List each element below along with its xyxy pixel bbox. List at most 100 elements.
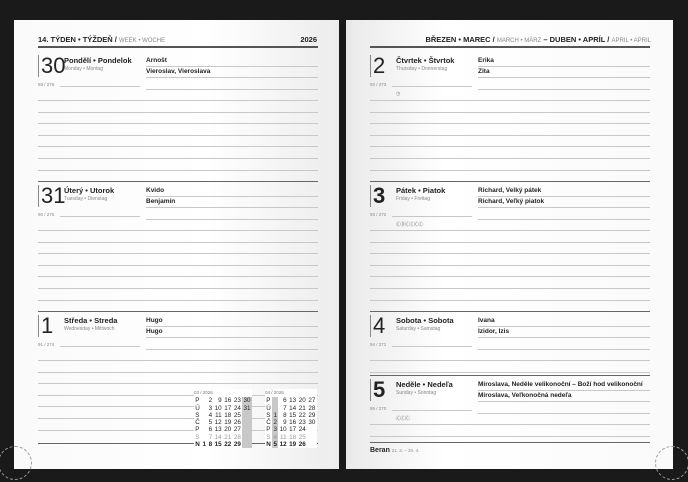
calendar-day: 17 [224,404,232,412]
calendar-day: 26 [233,419,241,427]
mini-calendar-title: 04 / 2026 [265,390,284,395]
day-separator [370,181,650,182]
day-separator [370,442,650,443]
day-block[interactable]: 4 Sobota • Sobota Saturday • Samstag 94 / 2… [370,313,650,376]
left-page: 14. TÝDEN • TÝŽDEŇ / WEEK • WOCHE 2026 3… [14,20,339,469]
calendar-day: 15 [289,411,297,419]
day-name: Pátek • Piatok [396,186,446,195]
ruled-line [392,410,472,411]
day-name-en-de: Monday • Montag [64,66,103,72]
calendar-row: Č 2 9 16 23 30 [265,419,317,427]
day-separator [38,443,318,444]
day-block[interactable]: 2 Čtvrtek • Štvrtok Thursday • Donnerstag 9… [370,53,650,182]
ruled-line [38,383,318,385]
calendar-day: 10 [214,404,222,412]
ruled-line [38,371,318,373]
calendar-day: 27 [308,397,316,405]
calendar-day: 24 [298,426,306,434]
nameday: Izidor, Izis [478,328,510,335]
day-block[interactable]: 3 Pátek • Piatok Friday • Freitag 93 / 272 Ⓒ… [370,183,650,312]
day-block[interactable]: 30 Pondělí • Pondelok Monday • Montag 89 / … [38,53,318,182]
calendar-day: 28 [233,433,241,441]
ruled-line [478,66,650,67]
nameday: Zita [478,68,490,75]
day-of-year: 90 / 275 [38,212,55,217]
calendar-day: 29 [233,441,241,449]
calendar-day: 8 [208,441,213,449]
day-number: 1 [38,315,53,337]
nameday: Vieroslav, Vieroslava [146,68,211,75]
calendar-day: 28 [308,404,316,412]
calendar-row: S 7 14 21 28 [194,433,252,442]
day-of-year: 94 / 271 [370,342,387,347]
ruled-line [370,253,650,255]
ruled-line [60,216,140,217]
nameday: Hugo [146,317,163,324]
day-number: 5 [370,379,385,401]
ruled-line [370,241,650,243]
right-page: BŘEZEN • MAREC / MARCH • MÄRZ – DUBEN • … [346,20,673,469]
ruled-line [38,134,318,136]
ruled-line [370,146,650,148]
ruled-line [38,253,318,255]
weekday-letter: S [195,411,200,419]
calendar-day: 23 [298,419,306,427]
calendar-day [307,434,317,441]
ruled-line [146,89,318,90]
calendar-day: 13 [214,426,222,434]
day-number: 3 [370,185,385,207]
day-name: Úterý • Utorok [64,186,115,195]
day-name: Pondělí • Pondelok [64,56,132,65]
calendar-day: 11 [215,411,222,419]
day-block[interactable]: 1 Středa • Streda Wednesday • Mittwoch 91 /… [38,313,318,444]
day-number: 30 [38,55,65,77]
day-number: 2 [370,55,385,77]
calendar-day: 14 [214,433,222,441]
day-name: Čtvrtek • Štvrtok [396,56,455,65]
nameday: Miroslava, Veľkonočná nedeľa [478,392,572,399]
weekday-letter: P [195,426,200,434]
calendar-day: 5 [272,441,279,449]
weekday-letter: P [195,397,200,405]
calendar-day [307,441,317,448]
mini-calendar: 03 / 2026 P 2 9 16 23 30 Ú 3 10 17 24 31 S 4 11 18 25 Č 5 12… [194,389,252,449]
calendar-day: 13 [289,397,297,405]
ruled-line [478,196,650,197]
nameday: Hugo [146,328,163,335]
calendar-day: 3 [208,404,213,412]
calendar-day: 24 [233,404,241,412]
calendar-day: 25 [233,411,241,419]
calendar-row: S 1 8 15 22 29 [265,411,317,420]
weekday-letter: Ú [266,404,271,412]
calendar-day: 12 [279,441,287,449]
ruled-line [38,394,318,396]
zodiac-footer: Beran 21. 3. – 20. 4. [370,447,420,454]
day-number: 4 [370,315,385,337]
calendar-row: P 6 13 20 27 [194,426,252,434]
weekday-letter: S [266,433,271,441]
weekday-letter: S [195,433,200,441]
ruled-line [146,337,318,338]
day-block[interactable]: 5 Neděle • Nedeľa Sunday • Sonntag 95 / 270… [370,377,650,443]
calendar-row: N 5 12 19 26 [265,441,317,449]
calendar-day: 11 [280,433,287,441]
calendar-row: S 4 11 18 25 [194,411,252,420]
nameday: Benjamín [146,198,176,205]
ruled-line [38,406,318,408]
nameday: Miroslava, Neděle velikonoční – Boží hod… [478,381,643,388]
mini-calendar-title: 03 / 2026 [194,390,213,395]
weekday-letter: N [195,441,200,449]
day-name: Středa • Streda [64,316,118,325]
calendar-day [272,404,279,412]
calendar-row: N 1 8 15 22 29 [194,441,252,449]
calendar-day: 5 [208,419,213,427]
day-separator [38,181,318,182]
calendar-day: 3 [272,426,279,434]
month-header: BŘEZEN • MAREC / MARCH • MÄRZ – DUBEN • … [425,35,651,44]
calendar-day: 21 [224,433,232,441]
ruled-line [478,401,650,402]
day-number: 31 [38,185,65,207]
calendar-day: 1 [202,441,206,449]
day-block[interactable]: 31 Úterý • Utorok Tuesday • Dienstag 90 / 2… [38,183,318,312]
day-of-year: 92 / 273 [370,82,387,87]
